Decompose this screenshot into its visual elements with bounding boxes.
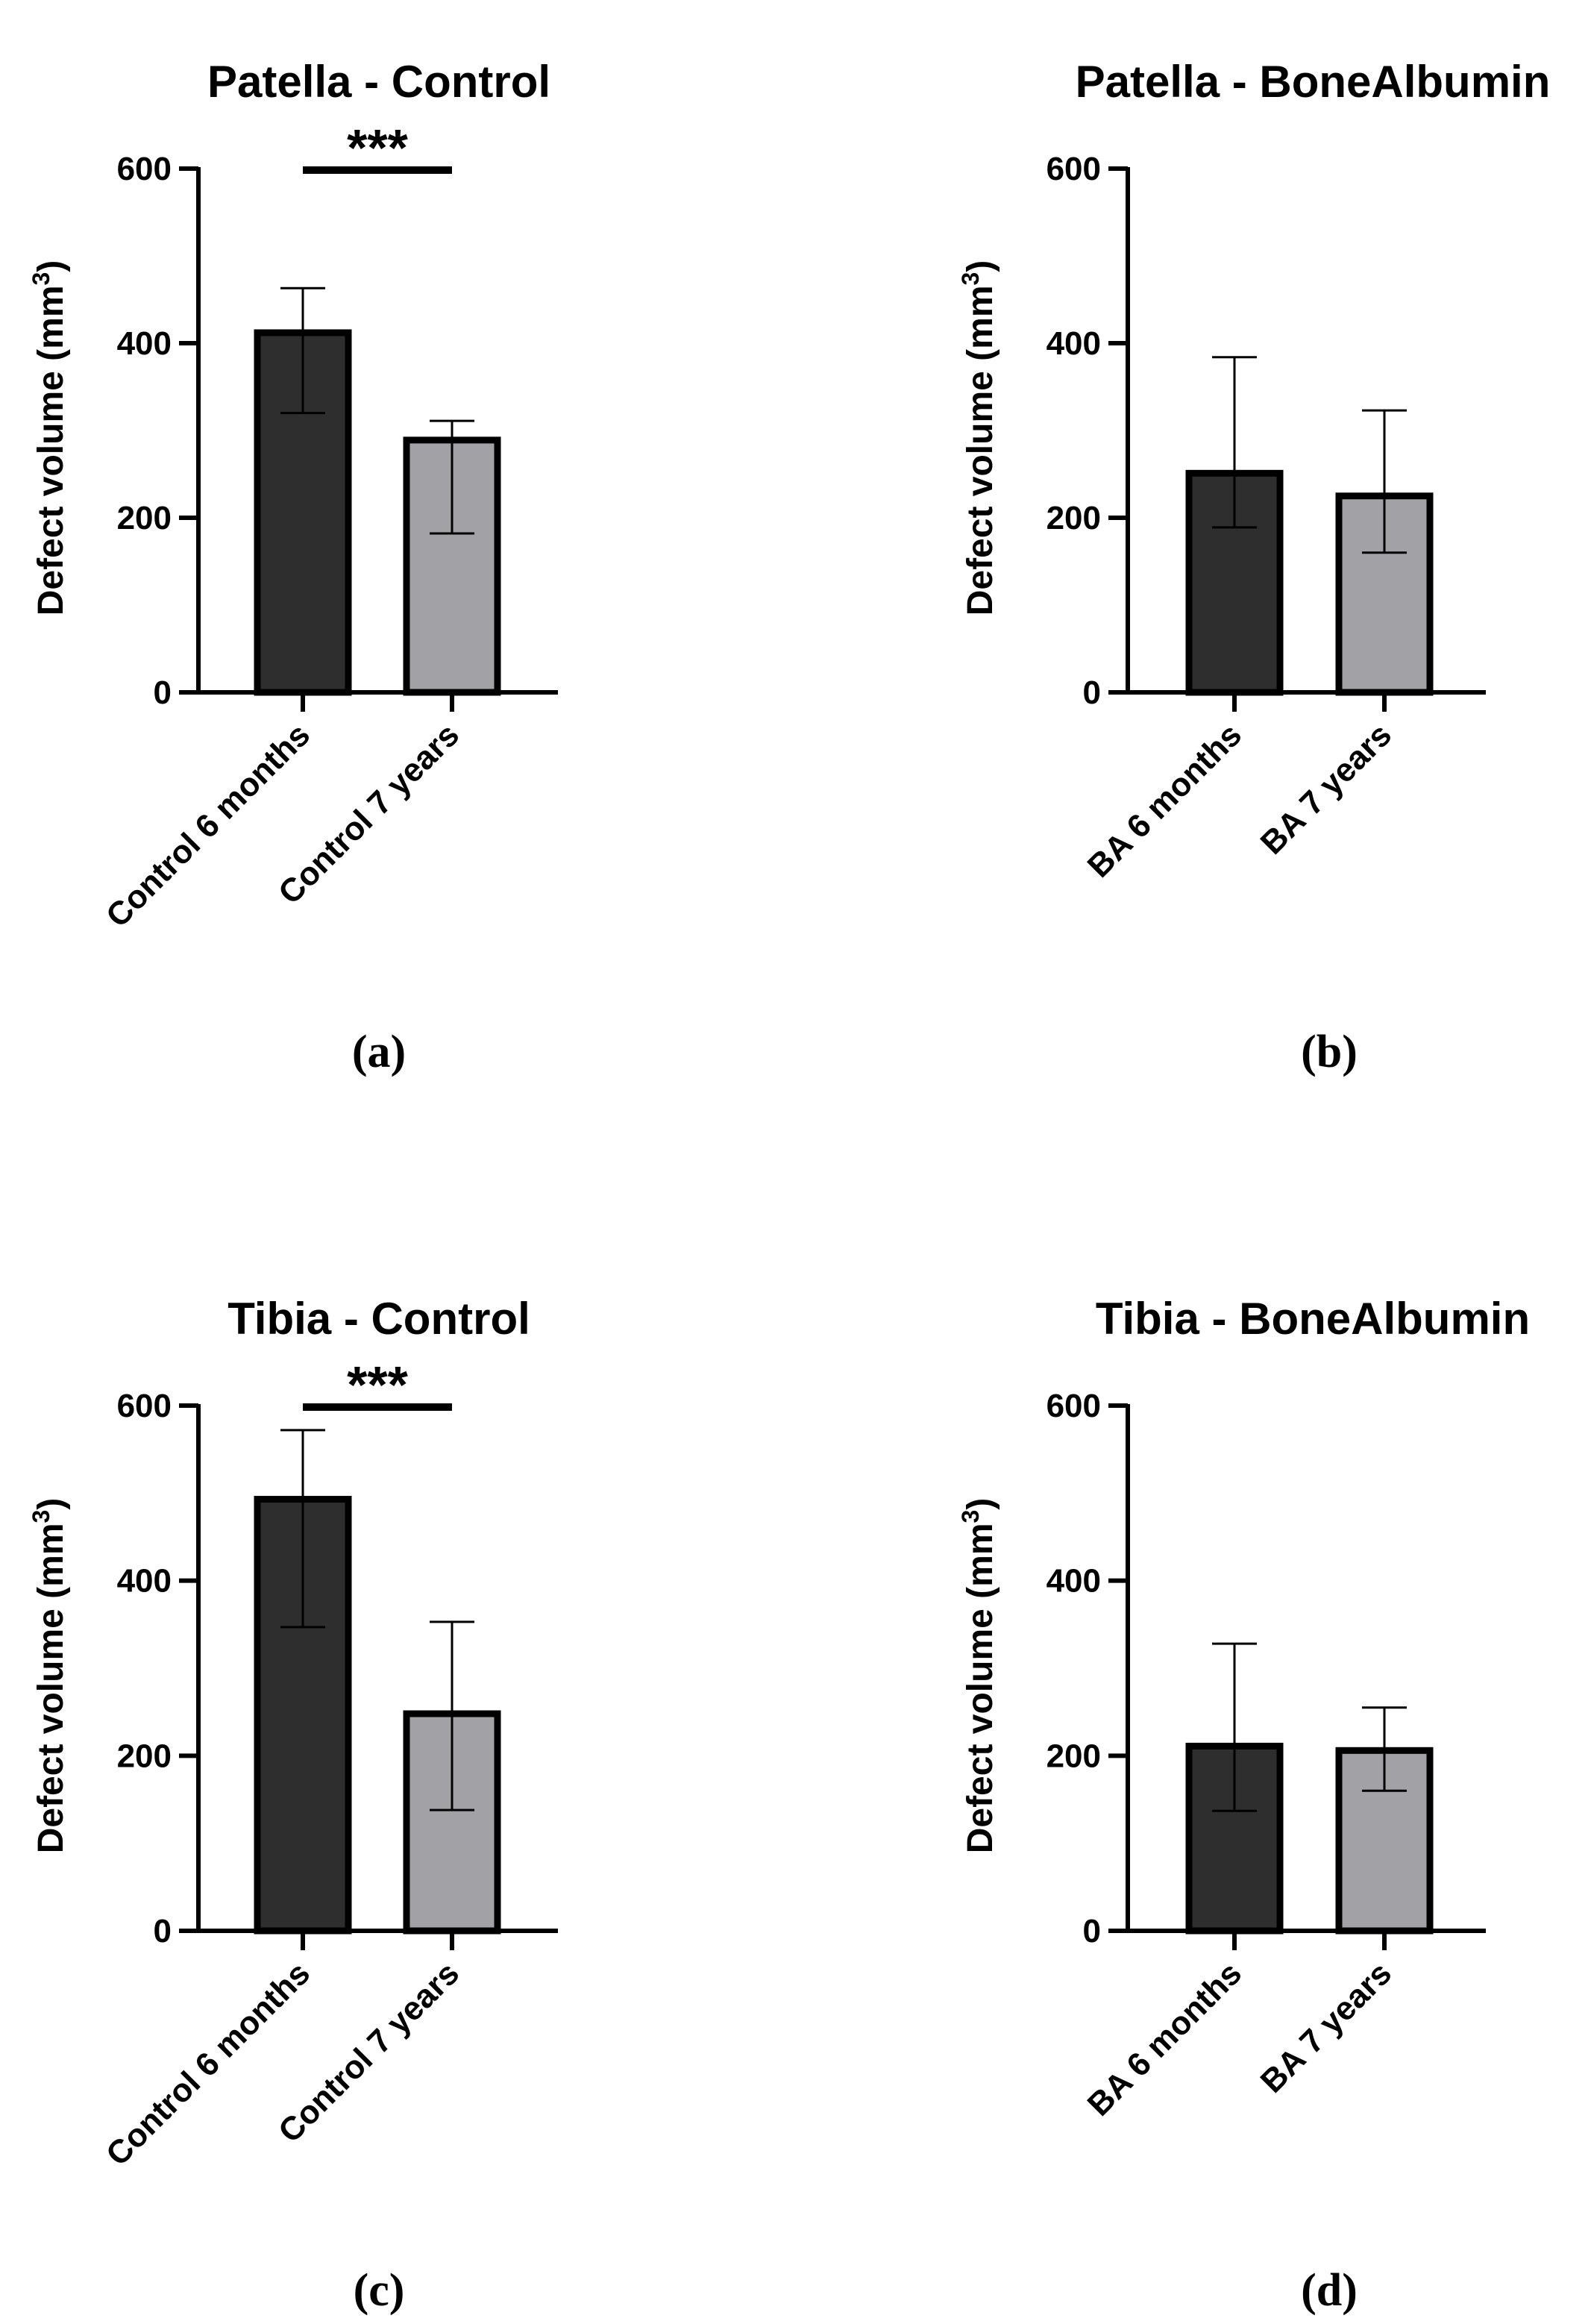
y-tick-label: 600 bbox=[1046, 1388, 1101, 1424]
y-tick-label: 200 bbox=[1046, 1738, 1101, 1774]
y-tick-label: 0 bbox=[154, 1913, 172, 1949]
y-axis-label-close: ) bbox=[961, 1498, 1000, 1510]
y-tick-label: 200 bbox=[117, 500, 172, 536]
x-tick-label: Control 6 months bbox=[99, 1955, 317, 2173]
x-tick-label: BA 6 months bbox=[1081, 1955, 1249, 2123]
y-tick-label: 0 bbox=[1083, 674, 1101, 711]
y-axis-label: Defect volume (mm3) bbox=[957, 1498, 1000, 1854]
chart-title: Tibia - Control bbox=[227, 1294, 530, 1344]
panel-label: (a) bbox=[352, 1027, 406, 1077]
x-tick-label: Control 6 months bbox=[99, 716, 317, 934]
panel-label: (b) bbox=[1301, 1027, 1358, 1077]
y-axis-label-superscript: 3 bbox=[957, 272, 984, 286]
y-axis-label-close: ) bbox=[961, 260, 1000, 272]
y-tick-label: 400 bbox=[1046, 1563, 1101, 1600]
y-axis-label-superscript: 3 bbox=[28, 1510, 54, 1523]
y-axis-label: Defect volume (mm3) bbox=[957, 260, 1000, 616]
x-tick-label: BA 6 months bbox=[1081, 716, 1249, 884]
chart-title: Patella - Control bbox=[207, 57, 550, 107]
significance-label: *** bbox=[347, 119, 408, 177]
significance-label: *** bbox=[347, 1356, 408, 1414]
x-tick-label: BA 7 years bbox=[1254, 716, 1399, 861]
y-axis-label-superscript: 3 bbox=[957, 1510, 984, 1523]
y-tick-label: 0 bbox=[154, 674, 172, 711]
chart-title: Patella - BoneAlbumin bbox=[1076, 57, 1551, 107]
y-axis-label-text: Defect volume (mm bbox=[961, 1523, 1000, 1854]
y-tick-label: 400 bbox=[117, 1563, 172, 1600]
y-axis-label-superscript: 3 bbox=[28, 272, 54, 286]
chart-panel-d: Tibia - BoneAlbumin 0 200 400 600 Defect volu… bbox=[957, 1294, 1530, 2316]
y-tick-label: 400 bbox=[117, 325, 172, 362]
chart-panel-b: Patella - BoneAlbumin 0 200 400 600 Defect vo… bbox=[957, 57, 1550, 1077]
y-tick-label: 600 bbox=[117, 1388, 172, 1424]
y-axis-label-text: Defect volume (mm bbox=[31, 286, 71, 616]
y-axis-label-text: Defect volume (mm bbox=[961, 286, 1000, 616]
chart-title: Tibia - BoneAlbumin bbox=[1096, 1294, 1530, 1344]
y-tick-label: 200 bbox=[1046, 500, 1101, 536]
y-axis-label-close: ) bbox=[31, 1498, 71, 1510]
y-tick-label: 200 bbox=[117, 1738, 172, 1774]
y-axis-label-text: Defect volume (mm bbox=[31, 1523, 71, 1854]
x-tick-label: BA 7 years bbox=[1254, 1955, 1399, 2099]
chart-panel-a: Patella - Control 0 200 400 600 Defect volume… bbox=[28, 57, 558, 1077]
y-tick-label: 0 bbox=[1083, 1913, 1101, 1949]
chart-panel-c: Tibia - Control 0 200 400 600 Defect volume (… bbox=[28, 1294, 558, 2316]
y-axis-label: Defect volume (mm3) bbox=[28, 260, 71, 616]
y-axis-label: Defect volume (mm3) bbox=[28, 1498, 71, 1854]
y-tick-label: 400 bbox=[1046, 325, 1101, 362]
panel-label: (d) bbox=[1301, 2265, 1358, 2316]
y-tick-label: 600 bbox=[1046, 151, 1101, 187]
y-axis-label-close: ) bbox=[31, 260, 71, 272]
y-tick-label: 600 bbox=[117, 151, 172, 187]
panel-label: (c) bbox=[354, 2265, 405, 2316]
